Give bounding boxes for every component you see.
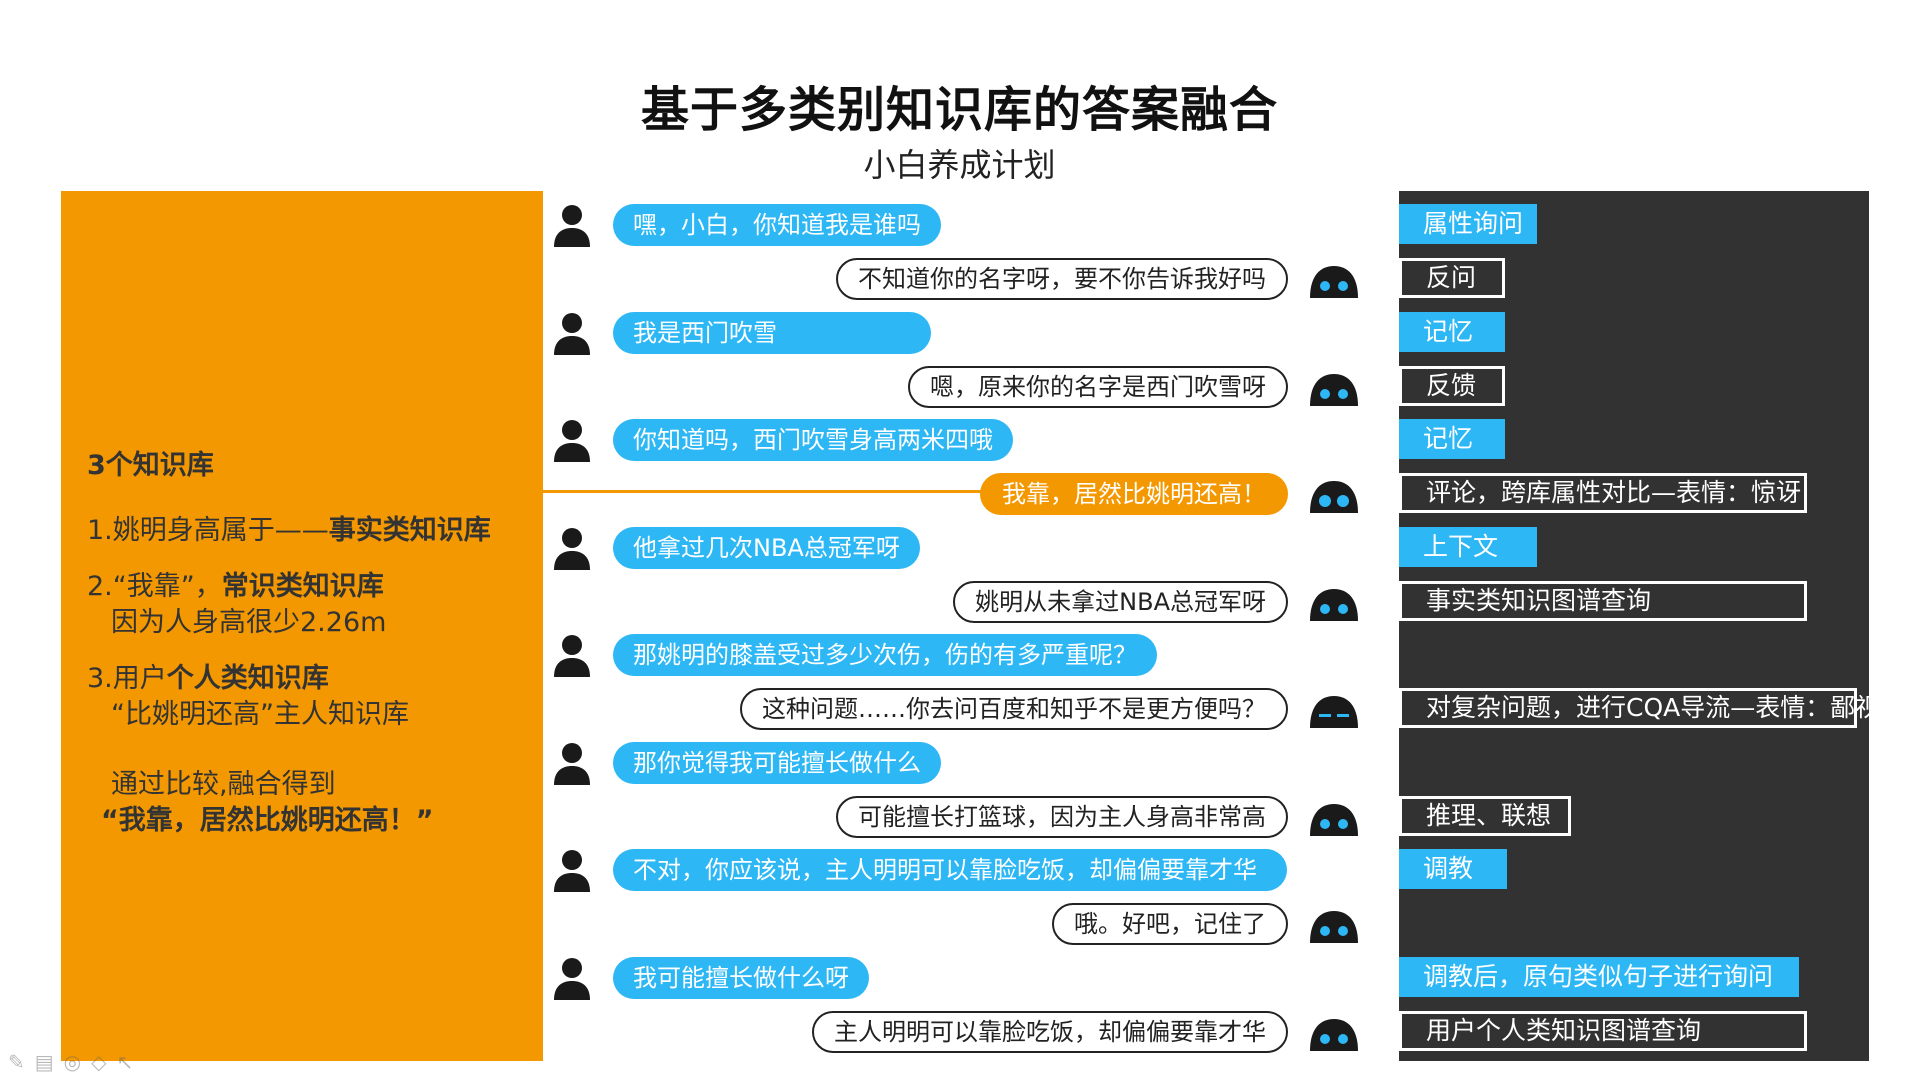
tag-context: 上下文 [1399,527,1537,567]
robot-face-icon [1310,804,1358,836]
user-message-6: 那你觉得我可能擅长做什么 [613,742,941,784]
kb-item-1: 1.姚明身高属于——事实类知识库 [87,508,491,547]
bot-message-3-highlighted: 我靠，居然比姚明还高！ [980,473,1288,515]
zoom-icon[interactable]: ◎ [63,1050,82,1074]
kb-item-2: 2.“我靠”，常识类知识库 [87,564,384,603]
robot-face-icon [1310,1019,1358,1051]
tag-feedback: 反馈 [1399,366,1505,406]
eraser-icon[interactable]: ◇ [91,1050,107,1074]
user-avatar-icon [554,313,590,355]
tag-training: 调教 [1399,849,1507,889]
tag-memory-2: 记忆 [1399,419,1505,459]
robot-face-surprised-icon [1310,481,1358,513]
user-avatar-icon [554,958,590,1000]
presentation-toolbar[interactable]: ✎ ▤ ◎ ◇ ↖ [8,1050,134,1074]
user-message-2: 我是西门吹雪 [613,312,931,354]
robot-face-icon [1310,266,1358,298]
robot-face-disdain-icon [1310,696,1358,728]
kb-item-2-bold: 常识类知识库 [221,571,384,602]
user-message-3: 你知道吗，西门吹雪身高两米四哦 [613,419,1013,461]
user-message-8: 我可能擅长做什么呀 [613,957,869,999]
user-message-4: 他拿过几次NBA总冠军呀 [613,527,920,569]
bot-message-8: 主人明明可以靠脸吃饭，却偏偏要靠才华 [812,1011,1288,1053]
kb-conclusion-1: 通过比较,融合得到 [111,769,336,800]
pen-icon[interactable]: ✎ [8,1050,25,1074]
user-message-5: 那姚明的膝盖受过多少次伤，伤的有多严重呢？ [613,634,1157,676]
tag-cqa-redirect: 对复杂问题，进行CQA导流—表情：鄙视 [1399,688,1880,728]
page-subtitle: 小白养成计划 [863,146,1056,184]
tag-counter-question: 反问 [1399,258,1505,298]
kb-item-3-bold: 个人类知识库 [166,663,329,694]
tag-personal-kg-query: 用户个人类知识图谱查询 [1399,1011,1807,1051]
robot-face-icon [1310,374,1358,406]
kb-item-3: 3.用户个人类知识库 [87,656,329,695]
tag-reasoning: 推理、联想 [1399,796,1571,836]
bot-message-2: 嗯，原来你的名字是西门吹雪呀 [908,366,1288,408]
slides-icon[interactable]: ▤ [34,1050,54,1074]
bot-message-1: 不知道你的名字呀，要不你告诉我好吗 [836,258,1288,300]
user-avatar-icon [554,635,590,677]
user-avatar-icon [554,420,590,462]
kb-item-1-bold: 事实类知识库 [328,515,491,546]
tag-after-training-query: 调教后，原句类似句子进行询问 [1399,957,1799,997]
highlight-connector [543,490,1003,493]
robot-face-icon [1310,589,1358,621]
user-avatar-icon [554,205,590,247]
pointer-icon[interactable]: ↖ [116,1050,134,1074]
tag-memory-1: 记忆 [1399,312,1505,352]
kb-item-1-prefix: 1.姚明身高属于 [87,515,275,546]
tag-comment-compare: 评论，跨库属性对比—表情：惊讶 [1399,473,1807,513]
user-avatar-icon [554,743,590,785]
tag-attribute-query: 属性询问 [1399,204,1537,244]
kb-item-3-prefix: 3.用户 [87,663,167,694]
kb-item-1-dash: —— [274,515,329,546]
tag-fact-kg-query: 事实类知识图谱查询 [1399,581,1807,621]
kb-item-2-sub: 因为人身高很少2.26m [111,607,387,638]
page-title: 基于多类别知识库的答案融合 [640,82,1278,138]
user-avatar-icon [554,528,590,570]
robot-face-icon [1310,911,1358,943]
kb-heading: 3个知识库 [87,450,214,481]
user-avatar-icon [554,850,590,892]
bot-message-5: 这种问题……你去问百度和知乎不是更方便吗？ [740,688,1288,730]
kb-item-3-sub: “比姚明还高”主人知识库 [111,699,409,730]
knowledge-base-panel: 3个知识库 1.姚明身高属于——事实类知识库 2.“我靠”，常识类知识库 因为人… [61,191,543,1061]
bot-message-6: 可能擅长打篮球，因为主人身高非常高 [836,796,1288,838]
user-message-1: 嘿，小白，你知道我是谁吗 [613,204,941,246]
kb-item-2-prefix: 2.“我靠”， [87,571,222,602]
kb-conclusion-2: “我靠，居然比姚明还高！” [101,805,434,836]
user-message-7: 不对，你应该说，主人明明可以靠脸吃饭，却偏偏要靠才华 [613,849,1287,891]
bot-message-4: 姚明从未拿过NBA总冠军呀 [953,581,1288,623]
bot-message-7: 哦。好吧，记住了 [1052,903,1288,945]
